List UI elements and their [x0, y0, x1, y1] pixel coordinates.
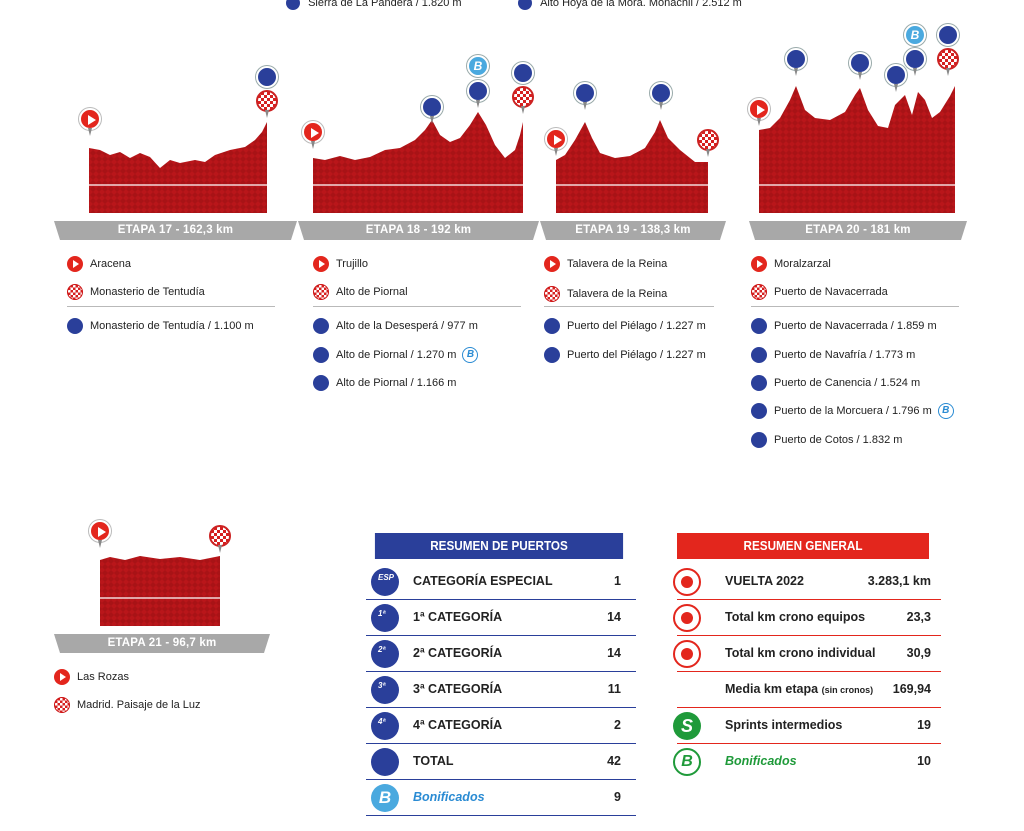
category-climb-icon — [751, 347, 767, 363]
start-icon — [54, 669, 70, 685]
category-climb-icon — [518, 0, 532, 10]
table-row: 4ª 4ª CATEGORÍA 2 — [361, 708, 631, 744]
start-pin — [748, 98, 770, 128]
category-climb-icon — [751, 318, 767, 334]
bonus-icon: B — [371, 784, 399, 812]
total-climbs-icon — [371, 748, 399, 776]
start-pin — [79, 108, 101, 138]
category-climb-icon — [544, 318, 560, 334]
bonus-icon: B — [937, 403, 954, 419]
category-climb-icon — [67, 318, 83, 334]
finish-icon — [751, 284, 767, 300]
start-icon — [751, 256, 767, 272]
finish-pin — [512, 86, 534, 116]
top-right-climb: Alto Hoya de la Mora. Monachil / 2.512 m — [518, 0, 742, 10]
start-icon — [544, 256, 560, 272]
finish-pin — [937, 48, 959, 78]
category-2-pin — [650, 82, 672, 112]
start-icon — [67, 256, 83, 272]
finish-pin — [256, 90, 278, 120]
stage-17-profile — [89, 122, 267, 213]
resumen-general-table: RESUMEN GENERAL VUELTA 2022 3.283,1 km T… — [663, 533, 943, 783]
stage-18-profile — [313, 112, 523, 213]
category-climb-icon — [751, 432, 767, 448]
table-row: S Sprints intermedios 19 — [663, 708, 941, 744]
table-row: VUELTA 2022 3.283,1 km — [663, 564, 941, 600]
stage-17-banner: ETAPA 17 - 162,3 km — [54, 221, 297, 240]
category-2-pin — [849, 52, 871, 82]
individual-time-trial-icon — [673, 640, 701, 668]
category-climb-icon — [313, 318, 329, 334]
stage-20-profile — [759, 86, 955, 213]
category-2-pin — [421, 96, 443, 126]
finish-icon — [313, 284, 329, 300]
finish-icon — [54, 697, 70, 713]
category-1-pin — [937, 24, 959, 54]
resumen-puertos-table: RESUMEN DE PUERTOS ESP CATEGORÍA ESPECIA… — [361, 533, 637, 823]
category-1-pin — [467, 80, 489, 110]
top-right-text: Alto Hoya de la Mora. Monachil / 2.512 m — [540, 0, 742, 9]
category-climb-icon — [313, 375, 329, 391]
jersey-icon — [673, 568, 701, 596]
table-row: B Bonificados 10 — [663, 744, 941, 780]
resumen-general-title: RESUMEN GENERAL — [677, 533, 929, 559]
table-row: 1ª 1ª CATEGORÍA 14 — [361, 600, 631, 636]
category-climb-icon — [286, 0, 300, 10]
category-climb-icon — [544, 347, 560, 363]
team-time-trial-icon — [673, 604, 701, 632]
category-1-pin — [512, 62, 534, 92]
bonus-icon: B — [462, 347, 479, 363]
stage-19-profile — [556, 120, 708, 213]
category-1-icon: 1ª — [371, 604, 399, 632]
resumen-puertos-title: RESUMEN DE PUERTOS — [374, 533, 624, 559]
stage-19-banner: ETAPA 19 - 138,3 km — [540, 221, 726, 240]
stage-20-banner: ETAPA 20 - 181 km — [749, 221, 967, 240]
sprint-icon: S — [673, 712, 701, 740]
category-4-icon: 4ª — [371, 712, 399, 740]
category-2-pin — [904, 48, 926, 78]
table-row: B Bonificados 9 — [361, 780, 631, 816]
stage-18-banner: ETAPA 18 - 192 km — [298, 221, 539, 240]
category-2-pin — [574, 82, 596, 112]
bonus-pin: B — [467, 55, 489, 85]
stage-21-profile — [100, 556, 220, 626]
table-row: Media km etapa (sin cronos) 169,94 — [725, 682, 931, 696]
finish-pin — [209, 525, 231, 555]
finish-pin — [697, 129, 719, 159]
category-special-icon: ESP — [371, 568, 399, 596]
start-pin — [89, 520, 111, 550]
category-1-pin — [785, 48, 807, 78]
category-climb-icon — [751, 375, 767, 391]
category-2-icon: 2ª — [371, 640, 399, 668]
start-pin — [302, 121, 324, 151]
top-left-text: Sierra de La Pandera / 1.820 m — [308, 0, 462, 9]
bonus-pin: B — [904, 24, 926, 54]
table-row: Total km crono equipos 23,3 — [663, 600, 941, 636]
finish-icon — [67, 284, 83, 300]
table-row: ESP CATEGORÍA ESPECIAL 1 — [361, 564, 631, 600]
start-icon — [313, 256, 329, 272]
start-pin — [545, 128, 567, 158]
table-row: 2ª 2ª CATEGORÍA 14 — [361, 636, 631, 672]
category-climb-icon — [313, 347, 329, 363]
finish-icon — [544, 286, 560, 302]
table-row: Total km crono individual 30,9 — [663, 636, 941, 672]
table-row: TOTAL 42 — [361, 744, 631, 780]
category-2-pin — [885, 64, 907, 94]
category-climb-icon — [751, 403, 767, 419]
bonus-icon: B — [673, 748, 701, 776]
table-row: 3ª 3ª CATEGORÍA 11 — [361, 672, 631, 708]
category-3-icon: 3ª — [371, 676, 399, 704]
stage-21-banner: ETAPA 21 - 96,7 km — [54, 634, 270, 653]
category-2-pin — [256, 66, 278, 96]
top-left-climb: Sierra de La Pandera / 1.820 m — [286, 0, 462, 10]
